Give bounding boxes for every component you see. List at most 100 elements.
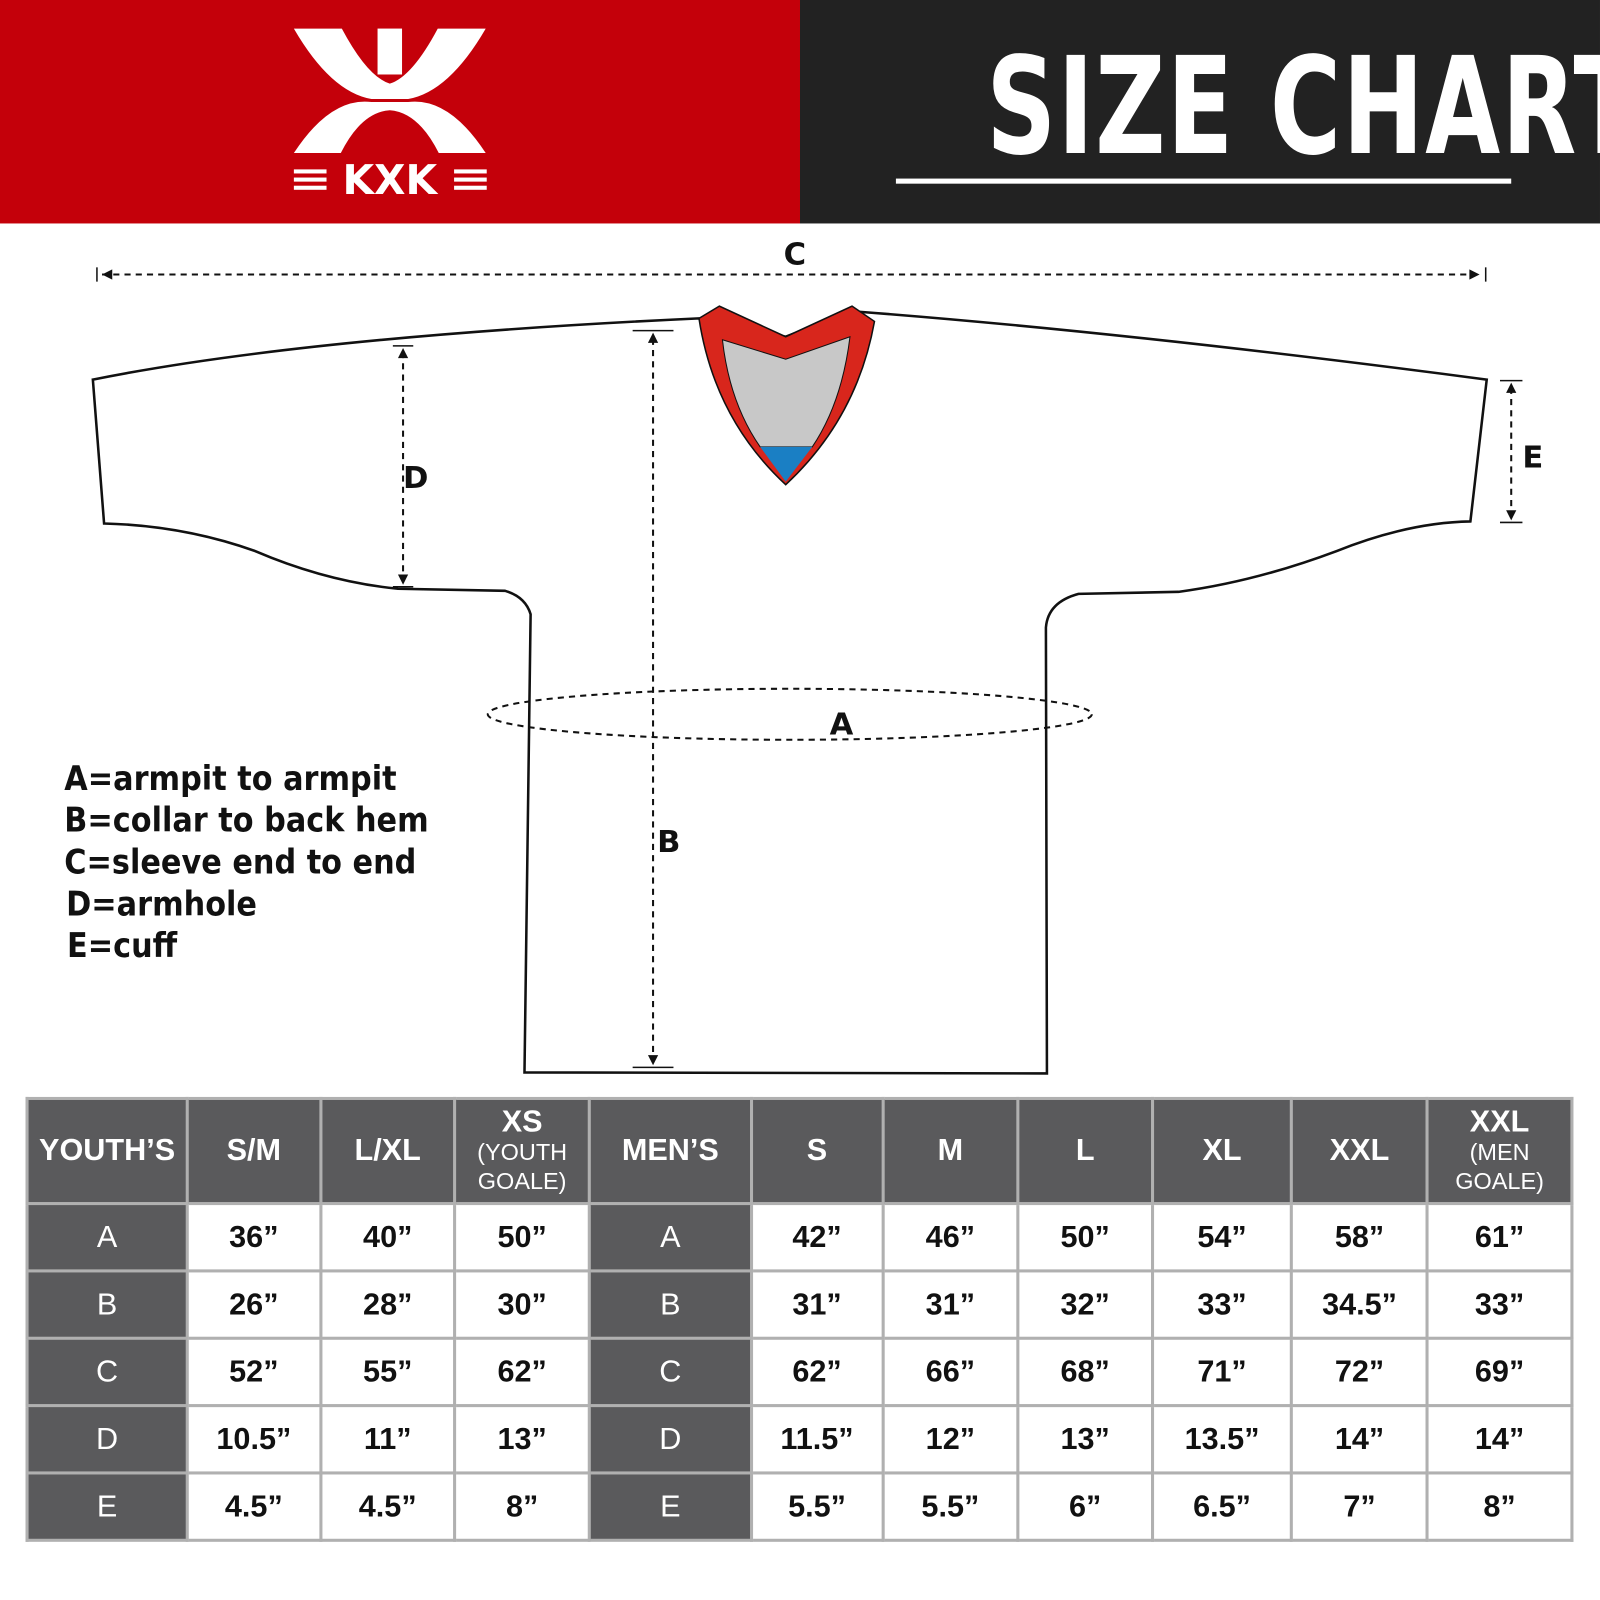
column-header: XXL: [1290, 1096, 1429, 1206]
table-cell: 4.5”: [319, 1471, 457, 1542]
page-title: SIZE CHART: [986, 28, 1600, 186]
column-header: M: [881, 1096, 1020, 1206]
jersey-outline: [91, 309, 1489, 1075]
table-cell: 32”: [1016, 1269, 1154, 1340]
table-cell: 54”: [1150, 1202, 1294, 1273]
table-row: C 52” 55” 62” C 62” 66” 68” 71” 72” 69”: [25, 1336, 1574, 1408]
measurement-legend: A=armpit to armpit B=collar to back hem …: [64, 757, 469, 966]
row-label: A: [587, 1202, 753, 1273]
title-underline: [895, 178, 1512, 184]
table-cell: 66”: [881, 1336, 1020, 1408]
svg-text:KXK: KXK: [342, 156, 438, 204]
column-header-label: S: [806, 1133, 828, 1168]
size-table: YOUTH’S S/M L/XL XS (YOUTH GOALE) MEN’S S M L XL X…: [25, 1096, 1574, 1542]
table-cell: 10.5”: [185, 1404, 323, 1475]
table-cell: 52”: [185, 1336, 323, 1408]
table-cell: 8”: [453, 1471, 591, 1542]
column-header: XXL (MEN GOALE): [1425, 1096, 1574, 1206]
table-cell: 50”: [1016, 1202, 1154, 1273]
row-label: E: [587, 1471, 753, 1542]
table-row: A 36” 40” 50” A 42” 46” 50” 54” 58” 61”: [25, 1202, 1574, 1273]
table-cell: 72”: [1290, 1336, 1429, 1408]
table-cell: 50”: [453, 1202, 591, 1273]
column-header-label: XL: [1202, 1133, 1242, 1168]
table-cell: 14”: [1290, 1404, 1429, 1475]
table-cell: 13”: [1016, 1404, 1154, 1475]
row-label: C: [587, 1336, 753, 1408]
collar-inner: [721, 335, 851, 448]
column-header: XS (YOUTH GOALE): [453, 1096, 591, 1206]
row-label: B: [587, 1269, 753, 1340]
table-cell: 31”: [749, 1269, 885, 1340]
column-header-label: L/XL: [354, 1133, 421, 1168]
column-header-sublabel: (YOUTH GOALE): [477, 1138, 568, 1194]
measure-a-ellipse: [486, 687, 1093, 741]
table-cell: 5.5”: [749, 1471, 885, 1542]
table-cell: 5.5”: [881, 1471, 1020, 1542]
kxk-logo: KXK: [293, 28, 487, 204]
row-label: E: [25, 1471, 189, 1542]
men-header: MEN’S: [587, 1096, 753, 1206]
table-cell: 62”: [453, 1336, 591, 1408]
table-cell: 6”: [1016, 1471, 1154, 1542]
row-label: B: [25, 1269, 189, 1340]
table-cell: 61”: [1425, 1202, 1574, 1273]
legend-item: D=armhole: [66, 883, 257, 924]
table-cell: 71”: [1150, 1336, 1294, 1408]
table-row: D 10.5” 11” 13” D 11.5” 12” 13” 13.5” 14” 14”: [25, 1404, 1574, 1475]
column-header-label: XS: [501, 1105, 543, 1139]
table-cell: 26”: [185, 1269, 323, 1340]
table-cell: 30”: [453, 1269, 591, 1340]
legend-item: C=sleeve end to end: [64, 841, 417, 882]
legend-item: B=collar to back hem: [64, 799, 429, 840]
table-cell: 34.5”: [1290, 1269, 1429, 1340]
legend-item: A=armpit to armpit: [64, 758, 397, 798]
column-header-label: XXL: [1469, 1105, 1530, 1139]
table-cell: 11.5”: [749, 1404, 885, 1475]
table-cell: 13”: [453, 1404, 591, 1475]
jersey-diagram: C D B E A: [91, 237, 1543, 1075]
table-cell: 36”: [185, 1202, 323, 1273]
table-cell: 33”: [1425, 1269, 1574, 1340]
table-cell: 69”: [1425, 1336, 1574, 1408]
row-label: D: [587, 1404, 753, 1475]
table-cell: 31”: [881, 1269, 1020, 1340]
table-cell: 62”: [749, 1336, 885, 1408]
table-header-row: YOUTH’S S/M L/XL XS (YOUTH GOALE) MEN’S S M L XL X…: [25, 1096, 1574, 1206]
table-cell: 8”: [1425, 1471, 1574, 1542]
table-row: E 4.5” 4.5” 8” E 5.5” 5.5” 6” 6.5” 7” 8”: [25, 1471, 1574, 1542]
label-d: D: [403, 461, 428, 496]
table-cell: 11”: [319, 1404, 457, 1475]
column-header: S/M: [185, 1096, 323, 1206]
label-a: A: [830, 708, 854, 743]
collar-tip: [760, 446, 813, 482]
column-header: XL: [1150, 1096, 1294, 1206]
table-cell: 6.5”: [1150, 1471, 1294, 1542]
table-cell: 42”: [749, 1202, 885, 1273]
label-e: E: [1522, 440, 1543, 475]
column-header-label: XXL: [1329, 1133, 1390, 1168]
column-header-sublabel: (MEN GOALE): [1455, 1138, 1544, 1194]
table-cell: 68”: [1016, 1336, 1154, 1408]
table-cell: 28”: [319, 1269, 457, 1340]
brand-banner: KXK: [0, 0, 800, 224]
column-header: L/XL: [319, 1096, 457, 1206]
youth-header: YOUTH’S: [25, 1096, 189, 1206]
column-header-label: S/M: [226, 1133, 282, 1168]
title-banner: [799, 0, 1600, 224]
column-header: L: [1016, 1096, 1154, 1206]
column-header-label: L: [1075, 1133, 1095, 1168]
row-label: D: [25, 1404, 189, 1475]
row-label: A: [25, 1202, 189, 1273]
column-header-label: M: [937, 1133, 964, 1168]
table-cell: 7”: [1290, 1471, 1429, 1542]
table-cell: 55”: [319, 1336, 457, 1408]
table-cell: 12”: [881, 1404, 1020, 1475]
table-cell: 33”: [1150, 1269, 1294, 1340]
table-cell: 4.5”: [185, 1471, 323, 1542]
row-label: C: [25, 1336, 189, 1408]
column-header: S: [749, 1096, 885, 1206]
table-cell: 46”: [881, 1202, 1020, 1273]
label-c: C: [784, 237, 806, 272]
label-b: B: [657, 825, 680, 860]
